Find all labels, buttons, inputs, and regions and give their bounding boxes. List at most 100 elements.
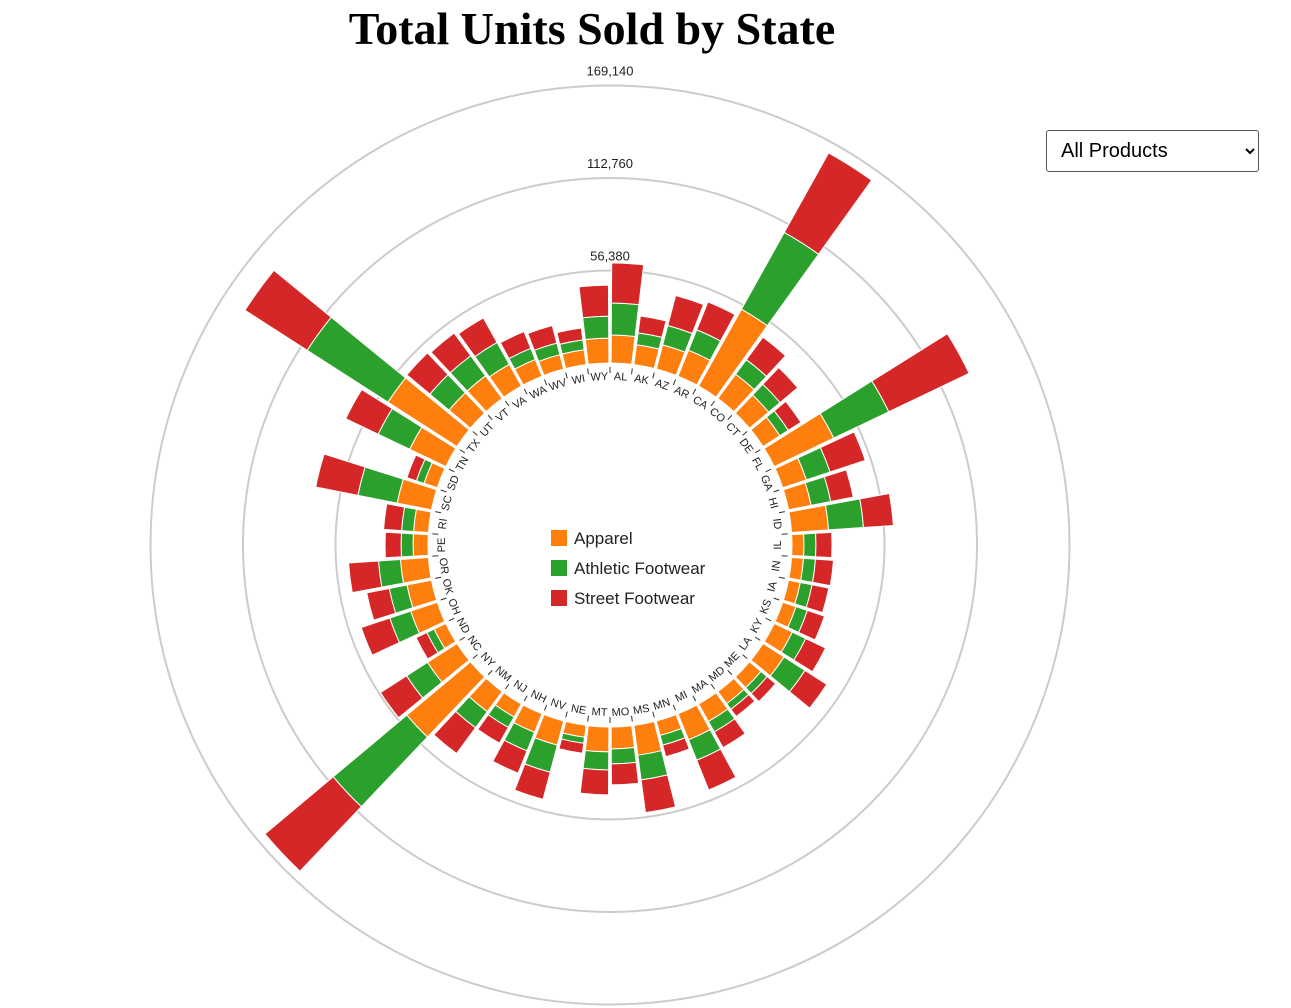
band-tick [765,617,772,622]
band-tick [459,636,466,641]
bar-segment [513,763,551,800]
bar-segment [667,294,705,335]
bar-segment [773,400,802,432]
band-tick [544,704,548,711]
bar-segment [366,587,397,621]
band-tick [435,576,442,579]
state-label: CA [690,394,710,413]
state-label: KY [748,616,766,635]
bar-segment [244,269,332,351]
bar-segment [360,617,401,656]
legend-swatch [551,530,567,546]
state-label: VA [511,394,530,412]
grid-ring [242,177,978,913]
grid-ring [334,269,886,821]
bar-segment [377,558,405,588]
band-tick [754,636,761,641]
bar-segment [610,746,637,765]
state-label: MA [690,677,711,696]
bar-segment [556,327,584,345]
bar-segment [558,738,585,754]
state-label: RI [437,518,450,530]
state-label: OH [445,597,462,617]
state-label: WI [571,373,586,387]
bar-segment [803,532,817,558]
bar-segment [433,710,477,755]
bar-segment [610,725,635,750]
state-label: KS [758,598,775,616]
state-label: NE [570,703,587,718]
bar-segment [406,352,449,395]
band-tick [754,449,761,454]
bar-segment [457,317,498,358]
state-label: LA [737,634,755,652]
legend-label: Apparel [574,529,633,548]
band-tick [773,597,780,601]
state-label: CT [723,420,742,439]
band-tick [472,431,478,436]
band-tick [773,489,780,493]
bar-segment [400,532,414,558]
ring-label: 56,380 [590,249,630,264]
bar-segment [582,749,610,771]
state-label: NJ [511,678,529,695]
legend-swatch [551,590,567,606]
state-label: ID [770,518,783,530]
band-tick [440,597,447,601]
bar-segment [783,152,873,255]
state-label: AZ [653,377,670,393]
band-tick [523,388,528,395]
bar-segment [871,333,970,413]
bar-segment [819,431,866,473]
band-tick [472,654,478,659]
state-label: NV [549,697,568,713]
band-tick [523,695,528,702]
chart-title: Total Units Sold by State [349,3,836,54]
band-tick [710,683,716,690]
product-filter[interactable]: All Products [1046,130,1259,172]
band-tick [692,388,697,395]
bar-segment [815,531,833,559]
state-label: IA [766,580,780,594]
state-label: DE [737,436,756,455]
band-tick [710,400,716,407]
state-label: WY [590,371,609,384]
state-label: SD [445,474,462,493]
state-label: IN [770,560,783,572]
bar-segment [793,637,827,673]
state-label: NH [529,688,549,706]
state-label: MD [707,664,728,684]
bar-segment [824,498,864,531]
band-tick [631,715,633,722]
bar-segment [306,316,407,403]
state-label: WA [528,384,549,403]
bar-segment [788,504,830,534]
grid-ring [149,84,1071,1006]
band-tick [587,368,589,375]
band-tick [544,379,548,386]
bar-segment [610,302,640,338]
bar-segment [415,631,439,660]
bar-segment [713,718,746,749]
legend-label: Athletic Footwear [574,559,706,578]
state-label: NC [465,634,484,654]
band-tick [631,368,633,375]
state-label: TN [454,455,472,474]
bar-segment [584,725,610,753]
bar-segment [696,301,736,342]
state-label: MO [611,706,630,719]
bar-segment [584,337,610,365]
band-tick [565,711,568,718]
band-tick [742,431,748,436]
bar-segment [582,315,610,341]
bar-segment [579,767,610,796]
state-label: TX [465,436,483,455]
state-label: AL [613,371,627,384]
band-tick [565,372,568,379]
state-label: PE [436,538,448,553]
band-tick [587,715,589,722]
bar-segment [379,675,424,719]
state-label: ND [454,616,472,636]
state-label: OR [436,557,450,575]
